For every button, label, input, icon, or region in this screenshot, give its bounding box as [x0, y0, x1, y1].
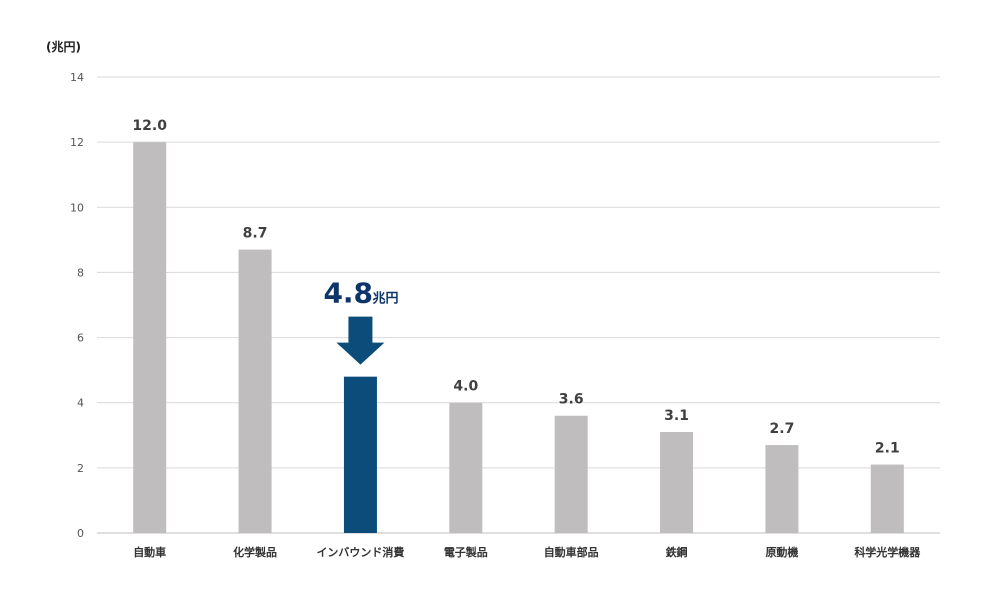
bar: [765, 445, 799, 533]
data-label: 12.0: [132, 118, 167, 134]
callout-unit: 兆円: [372, 291, 398, 307]
category-label: 電子製品: [444, 545, 488, 559]
y-axis-unit-label: (兆円): [46, 40, 81, 54]
category-label: インバウンド消費: [316, 545, 404, 559]
y-tick-label: 10: [70, 201, 84, 214]
data-label: 3.6: [559, 392, 584, 408]
category-label: 自動車部品: [544, 545, 599, 559]
data-label: 2.7: [770, 421, 795, 437]
down-arrow-icon: [336, 316, 385, 365]
bar: [449, 402, 483, 533]
y-tick-label: 4: [77, 397, 84, 410]
category-label: 科学光学機器: [854, 545, 921, 559]
bar: [554, 415, 588, 533]
category-label: 原動機: [765, 545, 798, 559]
bar: [133, 142, 167, 533]
category-label: 化学製品: [233, 545, 277, 559]
bar: [660, 432, 694, 533]
category-label: 自動車: [133, 545, 166, 559]
y-tick-label: 2: [77, 462, 84, 475]
y-tick-label: 0: [77, 527, 84, 540]
bar: [870, 464, 904, 533]
highlight-bar: [343, 376, 377, 533]
bar: [238, 249, 272, 533]
y-tick-label: 14: [70, 71, 84, 84]
y-tick-label: 12: [70, 136, 84, 149]
data-label: 2.1: [875, 441, 900, 457]
data-label: 4.0: [453, 379, 478, 395]
y-tick-label: 6: [77, 332, 84, 345]
y-tick-label: 8: [77, 266, 84, 279]
callout-value: 4.8: [323, 277, 373, 310]
data-label: 3.1: [664, 408, 689, 424]
category-label: 鉄鋼: [666, 545, 688, 559]
data-label: 8.7: [243, 226, 268, 242]
